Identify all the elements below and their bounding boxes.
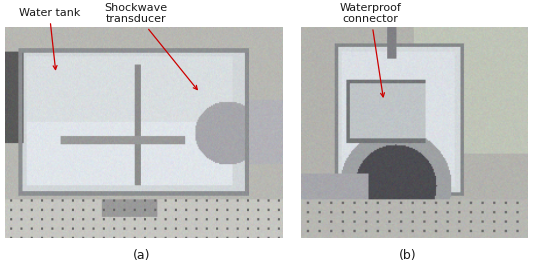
Text: Waterproof
connector: Waterproof connector xyxy=(340,3,401,97)
Text: Shockwave
transducer: Shockwave transducer xyxy=(104,3,197,90)
Text: (a): (a) xyxy=(133,249,150,262)
Text: Water tank: Water tank xyxy=(19,8,80,70)
Text: (b): (b) xyxy=(399,249,417,262)
